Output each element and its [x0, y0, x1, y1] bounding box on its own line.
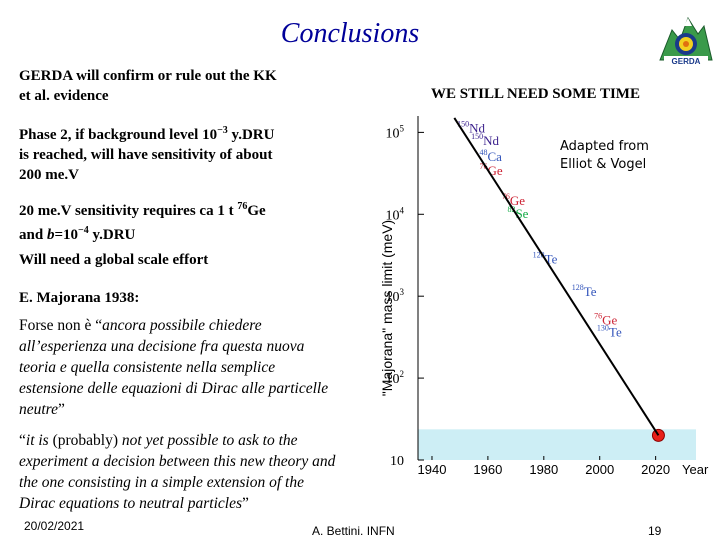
- isotope-label: 130Te: [597, 324, 622, 340]
- isotope-label: 150Nd: [471, 132, 499, 148]
- x-tick-label: 2000: [585, 462, 614, 477]
- x-tick-label: 1980: [529, 462, 558, 477]
- x-tick-label: 2020: [641, 462, 670, 477]
- y-tick-label: 105: [386, 123, 405, 141]
- y-tick-label: 10: [390, 454, 404, 469]
- isotope-label: 128Te: [572, 283, 597, 299]
- y-tick-label: 104: [386, 205, 405, 223]
- y-tick-label: 102: [386, 369, 405, 387]
- mass-limit-chart: 150Nd150Nd48Ca76Ge76Ge82Se128Te128Te76Ge…: [380, 116, 709, 477]
- point-1: GERDA will confirm or rule out the KK et…: [19, 68, 277, 104]
- majorana-quote-english: “it is (probably) not yet possible to as…: [19, 432, 336, 512]
- y-axis-label: "Majorana" mass limit (meV): [380, 220, 395, 396]
- x-tick-label: 1960: [473, 462, 502, 477]
- sensitivity-band: [418, 429, 696, 460]
- point-2: Phase 2, if background level 10−3 y.DRU …: [19, 125, 275, 183]
- trend-line: [453, 117, 660, 436]
- footer-date: 20/02/2021: [24, 519, 85, 533]
- logo-text: GERDA: [672, 57, 701, 66]
- right-note: WE STILL NEED SOME TIME: [431, 86, 640, 102]
- y-tick-label: 103: [386, 287, 405, 305]
- chart-annotation: Elliot & Vogel: [560, 157, 646, 172]
- x-tick-label: 1940: [418, 462, 447, 477]
- gerda-logo: GERDA: [659, 16, 713, 66]
- point-3: 20 me.V sensitivity requires ca 1 t 76Ge…: [19, 201, 266, 243]
- isotope-label: 48Ca: [480, 148, 503, 164]
- majorana-quote-italian: Forse non è “ancora possibile chiedere a…: [19, 317, 329, 418]
- point-4: Will need a global scale effort: [19, 252, 209, 268]
- chart-annotation: Adapted from: [560, 139, 649, 154]
- footer-page-number: 19: [648, 524, 662, 538]
- point-5: E. Majorana 1938:: [19, 290, 140, 306]
- isotope-label: 150Nd: [457, 119, 485, 135]
- isotope-label: 76Ge: [594, 312, 617, 328]
- page-title: Conclusions: [280, 18, 420, 49]
- footer-author: A. Bettini. INFN: [312, 524, 395, 538]
- x-axis-label: Year: [682, 462, 709, 477]
